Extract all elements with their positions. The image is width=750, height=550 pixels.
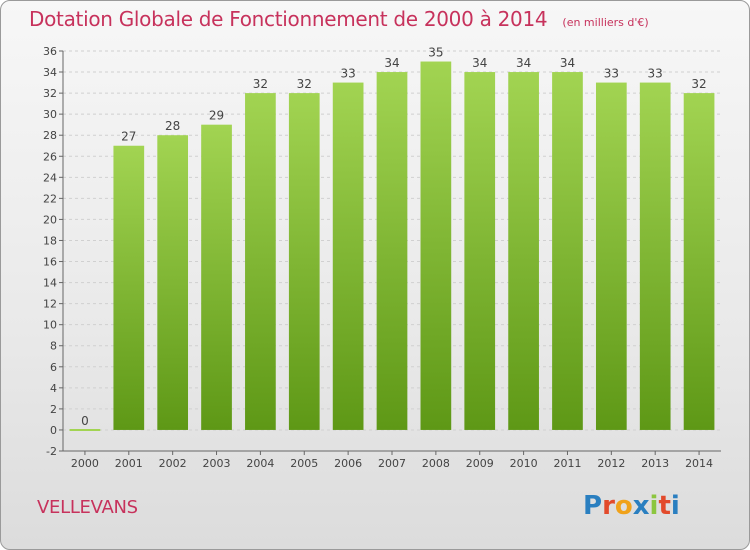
x-tick-label-2007: 2007 [378, 457, 406, 470]
data-label-2005: 32 [297, 77, 312, 91]
y-tick-label: 16 [43, 256, 57, 269]
bar-2004 [245, 93, 276, 430]
data-label-2001: 27 [121, 130, 136, 144]
x-tick-label-2006: 2006 [334, 457, 362, 470]
y-tick-label: 24 [43, 171, 57, 184]
bar-2008 [420, 61, 452, 430]
x-tick-label-2011: 2011 [553, 457, 581, 470]
bar-2012 [595, 82, 627, 430]
x-tick-label-2009: 2009 [466, 457, 494, 470]
bar-2010 [508, 72, 539, 430]
y-tick-label: 10 [43, 319, 57, 332]
logo-letter: i [649, 491, 659, 521]
x-tick-label-2001: 2001 [115, 457, 143, 470]
commune-name: VELLEVANS [37, 497, 138, 518]
y-tick-label: -2 [46, 445, 57, 458]
x-tick-label-2002: 2002 [159, 457, 187, 470]
logo-letter: r [602, 491, 615, 521]
bar-2009 [464, 72, 496, 430]
data-label-2010: 34 [516, 56, 531, 70]
y-tick-label: 30 [43, 108, 57, 121]
data-label-2006: 33 [340, 67, 355, 81]
bar-2005 [288, 93, 320, 430]
x-tick-label-2004: 2004 [246, 457, 274, 470]
y-tick-label: 8 [50, 340, 57, 353]
x-tick-label-2000: 2000 [71, 457, 99, 470]
bar-2011 [552, 72, 583, 430]
bar-2003 [201, 124, 232, 430]
x-tick-label-2013: 2013 [641, 457, 669, 470]
data-label-2002: 28 [165, 119, 180, 133]
data-label-2000: 0 [81, 414, 89, 428]
logo-letter: t [658, 491, 671, 521]
y-tick-label: 6 [50, 361, 57, 374]
chart-title: Dotation Globale de Fonctionnement de 20… [29, 7, 548, 31]
data-label-2013: 33 [648, 67, 663, 81]
chart-unit: (en milliers d'€) [562, 16, 649, 29]
proxiti-logo: Proxiti [583, 491, 680, 521]
y-tick-label: 18 [43, 234, 57, 247]
bar-2001 [113, 145, 145, 430]
data-label-2009: 34 [472, 56, 487, 70]
logo-letter: i [670, 491, 680, 521]
bar-2002 [157, 135, 189, 430]
x-tick-label-2008: 2008 [422, 457, 450, 470]
x-tick-label-2003: 2003 [203, 457, 231, 470]
x-tick-label-2010: 2010 [510, 457, 538, 470]
logo-letter: o [614, 491, 633, 521]
chart-title-block: Dotation Globale de Fonctionnement de 20… [29, 7, 649, 31]
y-tick-label: 22 [43, 192, 57, 205]
bar-2006 [332, 82, 364, 430]
data-label-2012: 33 [604, 67, 619, 81]
logo-letter: x [632, 491, 650, 521]
x-tick-label-2012: 2012 [597, 457, 625, 470]
logo-letter: P [583, 491, 603, 521]
data-label-2014: 32 [691, 77, 706, 91]
x-tick-label-2005: 2005 [290, 457, 318, 470]
y-tick-label: 34 [43, 66, 57, 79]
bar-2007 [376, 72, 408, 430]
y-tick-label: 2 [50, 403, 57, 416]
bar-2014 [683, 93, 715, 430]
y-tick-label: 12 [43, 298, 57, 311]
y-tick-label: 32 [43, 87, 57, 100]
data-label-2011: 34 [560, 56, 575, 70]
y-tick-label: 28 [43, 129, 57, 142]
x-tick-label-2014: 2014 [685, 457, 713, 470]
data-label-2008: 35 [428, 46, 443, 60]
y-tick-label: 14 [43, 277, 57, 290]
y-tick-label: 26 [43, 150, 57, 163]
y-tick-label: 36 [43, 45, 57, 58]
y-tick-label: 20 [43, 213, 57, 226]
y-tick-label: 4 [50, 382, 57, 395]
y-tick-label: 0 [50, 424, 57, 437]
data-label-2007: 34 [384, 56, 399, 70]
data-label-2003: 29 [209, 109, 224, 123]
data-label-2004: 32 [253, 77, 268, 91]
bar-2013 [639, 82, 671, 430]
